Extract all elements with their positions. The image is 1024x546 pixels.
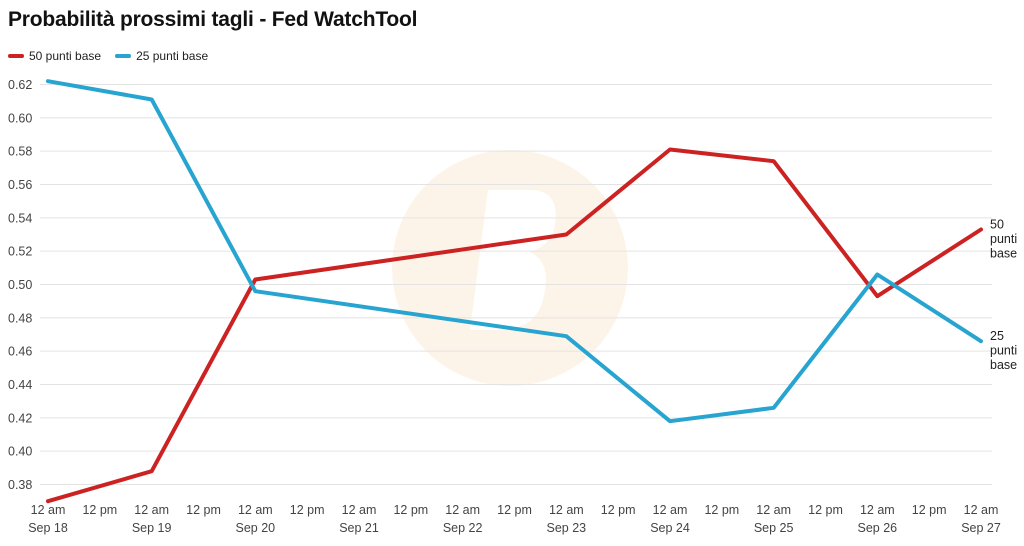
legend-swatch-50	[8, 54, 24, 58]
x-tick-date: Sep 22	[443, 521, 483, 535]
x-tick-label: 12 am	[860, 503, 895, 517]
x-tick-label: 12 am	[964, 503, 999, 517]
legend-label-25: 25 punti base	[136, 49, 209, 63]
series-end-label: 25	[990, 329, 1004, 343]
x-tick-date: Sep 21	[339, 521, 379, 535]
x-tick-label: 12 pm	[912, 503, 947, 517]
y-tick-label: 0.44	[8, 378, 32, 392]
x-tick-label: 12 am	[238, 503, 273, 517]
y-tick-label: 0.42	[8, 411, 32, 425]
x-tick-label: 12 pm	[704, 503, 739, 517]
y-tick-label: 0.52	[8, 245, 32, 259]
x-tick-label: 12 am	[342, 503, 377, 517]
x-tick-label: 12 am	[653, 503, 688, 517]
x-tick-label: 12 am	[31, 503, 66, 517]
y-tick-label: 0.40	[8, 445, 32, 459]
x-tick-label: 12 pm	[186, 503, 221, 517]
x-tick-date: Sep 24	[650, 521, 690, 535]
y-axis: 0.38 0.40 0.42 0.44 0.46 0.48 0.50 0.52 0.54 0.56…	[8, 78, 32, 492]
legend-label-50: 50 punti base	[29, 49, 102, 63]
legend: 50 punti base 25 punti base	[8, 49, 208, 63]
x-tick-label: 12 pm	[497, 503, 532, 517]
y-tick-label: 0.58	[8, 145, 32, 159]
x-axis: 12 am Sep 18 12 pm 12 am Sep 19 12 pm 12 am Sep…	[28, 503, 1001, 535]
x-tick-label: 12 pm	[393, 503, 428, 517]
x-tick-label: 12 am	[445, 503, 480, 517]
x-tick-date: Sep 26	[858, 521, 898, 535]
x-tick-date: Sep 27	[961, 521, 1001, 535]
chart-title: Probabilità prossimi tagli - Fed WatchTo…	[8, 8, 418, 31]
x-tick-date: Sep 19	[132, 521, 172, 535]
x-tick-label: 12 am	[756, 503, 791, 517]
x-tick-date: Sep 20	[236, 521, 276, 535]
x-tick-label: 12 pm	[601, 503, 636, 517]
grid	[40, 84, 992, 485]
legend-swatch-25	[115, 54, 132, 58]
legend-item-25: 25 punti base	[115, 49, 208, 63]
y-tick-label: 0.62	[8, 78, 32, 92]
series-end-label: punti	[990, 344, 1017, 358]
y-tick-label: 0.48	[8, 311, 32, 325]
series-line-50	[46, 147, 983, 504]
y-tick-label: 0.56	[8, 178, 32, 192]
x-tick-label: 12 pm	[82, 503, 117, 517]
x-tick-date: Sep 25	[754, 521, 794, 535]
y-tick-label: 0.46	[8, 345, 32, 359]
legend-item-50: 50 punti base	[8, 49, 101, 63]
series-end-label: base	[990, 247, 1017, 261]
series-line-25	[46, 79, 983, 424]
watermark-logo	[392, 150, 628, 386]
x-tick-date: Sep 23	[547, 521, 587, 535]
x-tick-label: 12 am	[134, 503, 169, 517]
y-tick-label: 0.60	[8, 111, 32, 125]
y-tick-label: 0.38	[8, 478, 32, 492]
series-end-label: base	[990, 358, 1017, 372]
x-tick-date: Sep 18	[28, 521, 68, 535]
y-tick-label: 0.54	[8, 211, 32, 225]
x-tick-label: 12 pm	[290, 503, 325, 517]
y-tick-label: 0.50	[8, 278, 32, 292]
x-tick-label: 12 pm	[808, 503, 843, 517]
series-end-label: punti	[990, 232, 1017, 246]
series-end-label: 50	[990, 218, 1004, 232]
series-lines	[46, 79, 983, 504]
x-tick-label: 12 am	[549, 503, 584, 517]
